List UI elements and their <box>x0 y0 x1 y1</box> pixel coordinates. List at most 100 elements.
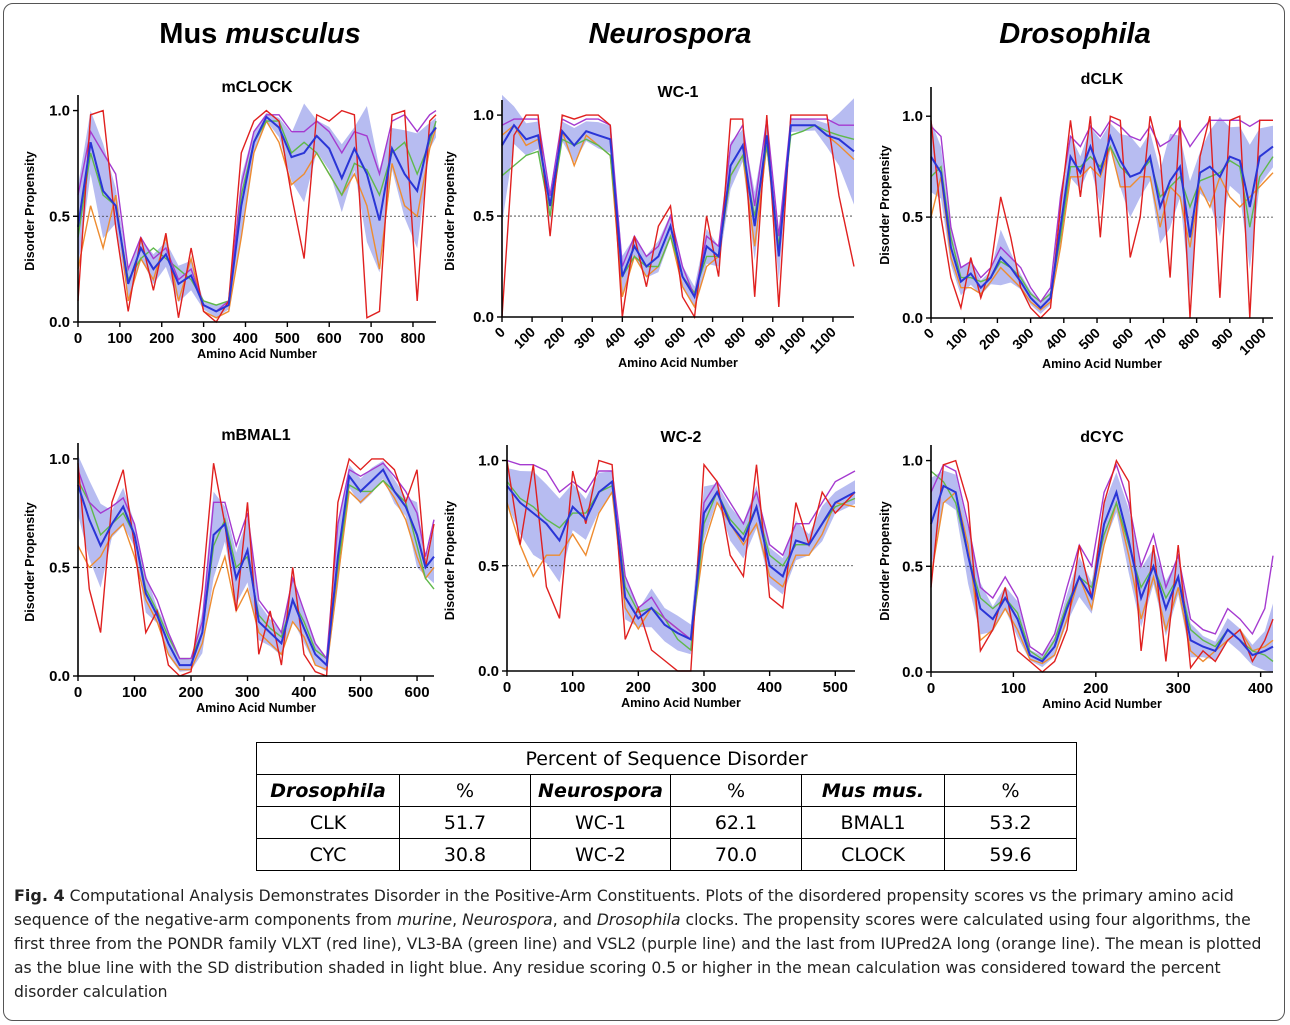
chart-title: dCLK <box>1081 71 1124 88</box>
x-tick-label: 700 <box>1142 325 1170 353</box>
x-tick-label: 600 <box>1109 325 1137 353</box>
y-tick-label: 1.0 <box>49 103 70 120</box>
x-tick-label: 800 <box>400 330 425 347</box>
chart-wc1: WC-1 0.0 0.5 1.0 0 100 200 300 400 500 600 700 800 90… <box>443 84 855 370</box>
x-tick-label: 500 <box>823 679 848 696</box>
x-tick-label: 0 <box>74 684 82 701</box>
x-tick-label: 700 <box>359 330 384 347</box>
chart-title: dCYC <box>1080 429 1124 446</box>
series-line-vl3-ba <box>77 479 435 660</box>
column-title-neurospora: Neurospora <box>588 18 752 50</box>
x-tick-label: 0 <box>927 680 935 697</box>
table-cell: 30.8 <box>399 838 531 871</box>
caption-text-3: , and <box>552 911 597 929</box>
series-line-iupred2a-long <box>77 119 437 319</box>
chart-dcyc: dCYC 0.0 0.5 1.0 0 100 200 300 400 Amino Acid Num… <box>878 429 1274 711</box>
table-cell: CLOCK <box>801 838 945 871</box>
y-tick-label: 0.0 <box>49 668 70 685</box>
caption-label: Fig. 4 <box>14 886 65 905</box>
x-tick-label: 600 <box>661 324 689 352</box>
x-tick-label: 500 <box>1075 325 1103 353</box>
x-axis-label: Amino Acid Number <box>1042 357 1162 371</box>
y-tick-label: 0.5 <box>902 209 923 226</box>
y-tick-label: 1.0 <box>473 107 494 124</box>
table-header-mus-mus: Mus mus. <box>801 774 945 807</box>
chart-mclock: mCLOCK 0.0 0.5 1.0 0 100 200 300 400 500 600 700 800… <box>23 79 437 361</box>
y-tick-label: 0.5 <box>473 208 494 225</box>
figure-frame <box>3 3 1285 1021</box>
chart-wc2: WC-2 0.0 0.5 1.0 0 100 200 300 400 500 Amino Acid … <box>443 429 856 710</box>
table-cell: CYC <box>256 838 400 871</box>
x-tick-label: 400 <box>601 324 629 352</box>
chart-title: WC-1 <box>658 84 699 101</box>
x-tick-label: 200 <box>149 330 174 347</box>
series-line-iupred2a-long <box>930 143 1274 311</box>
y-axis-label: Disorder Propensity <box>878 501 892 621</box>
table-title: Percent of Sequence Disorder <box>256 742 1077 775</box>
x-tick-label: 600 <box>317 330 342 347</box>
x-tick-label: 500 <box>348 684 373 701</box>
table-header-neurospora: Neurospora <box>530 774 671 807</box>
chart-dclk: dCLK 0.0 0.5 1.0 0 100 200 300 400 500 600 700 800 90… <box>878 71 1274 371</box>
x-tick-label: 300 <box>235 684 260 701</box>
sd-band <box>507 468 855 655</box>
table-header-percent-1: % <box>399 774 531 807</box>
table-cell: CLK <box>256 806 400 839</box>
x-tick-label: 200 <box>1083 680 1108 697</box>
y-axis-label: Disorder Propensity <box>23 151 37 271</box>
table-cell: 62.1 <box>670 806 802 839</box>
chart-title: WC-2 <box>661 429 702 446</box>
table-cell: 59.6 <box>944 838 1077 871</box>
series-line-mean <box>930 133 1274 310</box>
y-tick-label: 1.0 <box>902 453 923 470</box>
x-tick-label: 300 <box>1166 680 1191 697</box>
x-tick-label: 700 <box>691 324 719 352</box>
column-title-mus: Mus <box>159 18 226 50</box>
x-tick-label: 0 <box>920 325 937 342</box>
y-tick-label: 1.0 <box>902 108 923 125</box>
sd-band <box>78 103 436 318</box>
caption-italic-murine: murine <box>396 911 453 929</box>
y-axis-label: Disorder Propensity <box>443 151 457 271</box>
x-tick-label: 100 <box>1001 680 1026 697</box>
table-cell: BMAL1 <box>801 806 945 839</box>
x-tick-label: 0 <box>503 679 511 696</box>
y-tick-label: 0.0 <box>902 664 923 681</box>
y-axis-label: Disorder Propensity <box>443 501 457 621</box>
x-tick-label: 900 <box>751 324 779 352</box>
table-cell: 70.0 <box>670 838 802 871</box>
y-tick-label: 0.5 <box>49 208 70 225</box>
y-tick-label: 1.0 <box>478 453 499 470</box>
x-axis-label: Amino Acid Number <box>618 356 738 370</box>
x-tick-label: 600 <box>405 684 430 701</box>
x-tick-label: 900 <box>1208 325 1236 353</box>
table-header-percent-3: % <box>944 774 1077 807</box>
series-line-vsl2 <box>77 462 435 661</box>
x-axis-label: Amino Acid Number <box>1042 697 1162 711</box>
series-line-vlxt <box>77 457 435 677</box>
y-tick-label: 0.0 <box>902 310 923 327</box>
table-cell: WC-2 <box>530 838 671 871</box>
column-title-musculus: musculus <box>225 18 361 50</box>
x-axis-label: Amino Acid Number <box>197 347 317 361</box>
series-line-vlxt <box>77 109 437 324</box>
x-tick-label: 400 <box>233 330 258 347</box>
y-tick-label: 0.5 <box>49 559 70 576</box>
x-tick-label: 200 <box>179 684 204 701</box>
x-tick-label: 100 <box>107 330 132 347</box>
y-tick-label: 0.0 <box>49 314 70 331</box>
table-cell: 53.2 <box>944 806 1077 839</box>
y-tick-label: 0.5 <box>902 558 923 575</box>
x-tick-label: 100 <box>122 684 147 701</box>
sd-band <box>78 455 434 672</box>
column-title-mus-musculus: Mus musculus <box>110 18 410 51</box>
x-tick-label: 1000 <box>1236 325 1269 358</box>
x-tick-label: 800 <box>721 324 749 352</box>
column-title-drosophila: Drosophila <box>999 18 1151 50</box>
chart-title: mCLOCK <box>221 79 293 96</box>
x-tick-label: 500 <box>275 330 300 347</box>
series-line-vsl2 <box>77 110 437 313</box>
series-line-vlxt <box>930 115 1273 319</box>
series-line-vl3-ba <box>930 470 1274 662</box>
x-tick-label: 100 <box>560 679 585 696</box>
